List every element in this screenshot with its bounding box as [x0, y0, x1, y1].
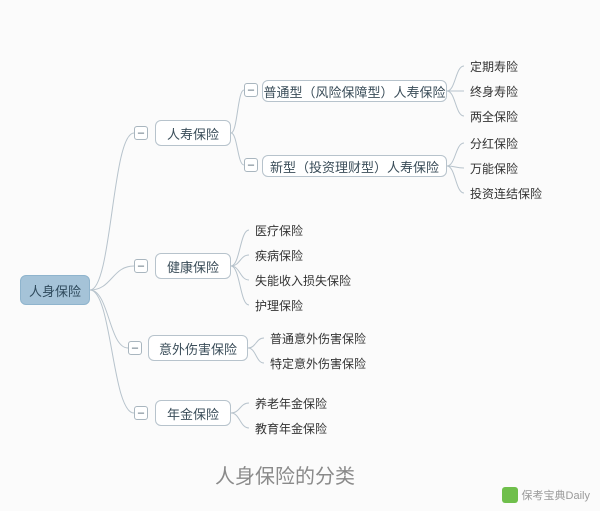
leaf-label: 医疗保险 [255, 222, 303, 239]
leaf-label: 终身寿险 [470, 83, 518, 100]
branch-node[interactable]: 人寿保险 [155, 120, 231, 146]
leaf-label: 两全保险 [470, 108, 518, 125]
leaf-label: 普通意外伤害保险 [270, 330, 366, 347]
collapse-toggle[interactable]: − [128, 341, 142, 355]
branch-node[interactable]: 健康保险 [155, 253, 231, 279]
leaf-label: 投资连结保险 [470, 185, 542, 202]
collapse-toggle[interactable]: − [134, 406, 148, 420]
leaf-label: 疾病保险 [255, 247, 303, 264]
leaf-label: 分红保险 [470, 135, 518, 152]
wechat-icon [502, 487, 518, 503]
branch-node[interactable]: 新型（投资理财型）人寿保险 [262, 155, 447, 177]
watermark: 保考宝典Daily [502, 487, 590, 503]
branch-node[interactable]: 意外伤害保险 [148, 335, 248, 361]
leaf-label: 失能收入损失保险 [255, 272, 351, 289]
leaf-label: 养老年金保险 [255, 395, 327, 412]
watermark-text: 保考宝典Daily [522, 487, 590, 503]
root-node[interactable]: 人身保险 [20, 275, 90, 305]
collapse-toggle[interactable]: − [134, 126, 148, 140]
branch-node[interactable]: 普通型（风险保障型）人寿保险 [262, 80, 447, 102]
collapse-toggle[interactable]: − [244, 158, 258, 172]
leaf-label: 万能保险 [470, 160, 518, 177]
collapse-toggle[interactable]: − [134, 259, 148, 273]
branch-node[interactable]: 年金保险 [155, 400, 231, 426]
leaf-label: 教育年金保险 [255, 420, 327, 437]
collapse-toggle[interactable]: − [244, 83, 258, 97]
diagram-title: 人身保险的分类 [215, 460, 355, 489]
leaf-label: 定期寿险 [470, 58, 518, 75]
leaf-label: 护理保险 [255, 297, 303, 314]
mindmap-canvas: 人身保险人寿保险−普通型（风险保障型）人寿保险−定期寿险终身寿险两全保险新型（投… [0, 0, 600, 511]
leaf-label: 特定意外伤害保险 [270, 355, 366, 372]
